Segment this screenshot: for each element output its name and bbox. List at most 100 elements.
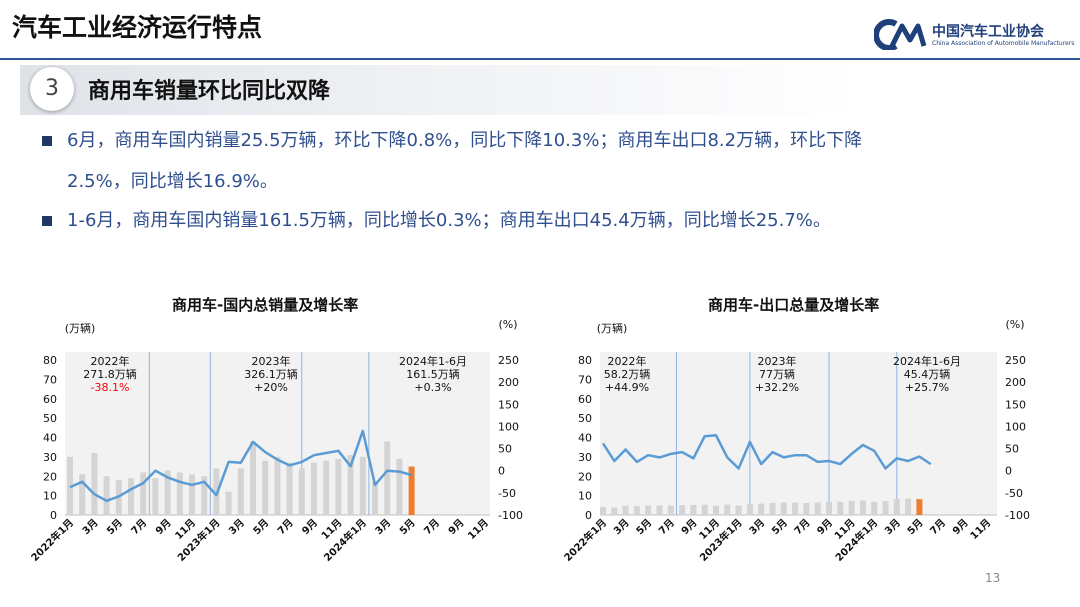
chart-1-x-tick: 7月 xyxy=(275,517,295,537)
chart-1-right-unit: (%) xyxy=(498,318,517,331)
chart-1-bar xyxy=(298,468,305,515)
chart-1-left-tick: 50 xyxy=(43,412,57,425)
caam-logo-icon xyxy=(874,19,927,50)
chart-2-bar xyxy=(837,501,844,515)
chart-1-left-unit: (万辆) xyxy=(65,321,96,335)
chart-2-left-tick: 30 xyxy=(578,451,592,464)
chart-2-bar xyxy=(859,500,866,515)
chart-2-right-tick: -100 xyxy=(1005,509,1030,522)
chart-2-x-tick: 2022年1月 xyxy=(561,516,609,564)
chart-2-bar xyxy=(893,499,900,515)
chart-1-left-tick: 20 xyxy=(43,470,57,483)
chart-1-right-tick: -50 xyxy=(498,487,516,500)
bullet-1-line-2: 2.5%，同比增长16.9%。 xyxy=(67,171,278,192)
caam-logo: 中国汽车工业协会 China Association of Automobile… xyxy=(874,18,1074,54)
chart-1-right-tick: 200 xyxy=(498,376,519,389)
chart-2-bar xyxy=(667,505,674,515)
chart-2-annotation-year: 2022年 xyxy=(608,354,647,368)
logo-name-en: China Association of Automobile Manufact… xyxy=(932,40,1075,47)
chart-1-right-tick: 250 xyxy=(498,354,519,367)
chart-2-bar xyxy=(769,502,776,515)
chart-2-annotation-growth: +44.9% xyxy=(605,381,649,394)
chart-2-bar xyxy=(814,502,821,515)
chart-1-left-tick: 10 xyxy=(43,490,57,503)
page-number: 13 xyxy=(985,571,1001,585)
chart-2-left-tick: 70 xyxy=(578,373,592,386)
chart-1-x-tick: 3月 xyxy=(80,517,100,537)
chart-1-left-tick: 80 xyxy=(43,354,57,367)
chart-2-right-unit: (%) xyxy=(1005,318,1024,331)
chart-1-bar xyxy=(286,462,293,515)
chart-1-annotation-growth: -38.1% xyxy=(91,381,130,394)
chart-2-bar xyxy=(916,499,923,515)
header-divider xyxy=(0,58,1080,60)
chart-2-x-tick: 3月 xyxy=(611,517,631,537)
section-banner xyxy=(20,65,1070,115)
chart-2-bar xyxy=(622,505,629,515)
chart-1-x-tick: 9月 xyxy=(300,517,320,537)
chart-2-annotation-growth: +32.2% xyxy=(755,381,799,394)
chart-2-bar xyxy=(690,504,697,515)
chart-2-x-tick: 3月 xyxy=(882,517,902,537)
chart-1-x-tick: 5月 xyxy=(397,517,417,537)
chart-2-x-tick: 7月 xyxy=(656,517,676,537)
chart-2-annotation-year: 2023年 xyxy=(758,354,797,368)
chart-1-bar xyxy=(250,441,256,515)
chart-1-right-tick: -100 xyxy=(498,509,523,522)
chart-2-left-tick: 50 xyxy=(578,412,592,425)
bullet-marker xyxy=(42,136,52,146)
chart-2-x-tick: 7月 xyxy=(928,517,948,537)
chart-1-bar xyxy=(274,456,281,515)
chart-2-bar xyxy=(746,504,753,515)
chart-1-bar xyxy=(335,458,342,515)
chart-1-bar xyxy=(359,456,366,515)
chart-2-annotation-total: 58.2万辆 xyxy=(604,367,651,381)
chart-1-annotation-growth: +0.3% xyxy=(414,381,451,394)
chart-2-bar xyxy=(792,502,799,515)
chart-2-bar xyxy=(871,501,878,515)
chart-2-bar xyxy=(905,498,912,515)
chart-2-bar xyxy=(713,505,719,515)
chart-1-bar xyxy=(103,476,110,515)
chart-1-bar xyxy=(347,454,354,515)
chart-2-left-tick: 60 xyxy=(578,393,592,406)
chart-2-plot-area xyxy=(600,352,997,515)
chart-1-x-tick: 11月 xyxy=(466,517,491,542)
chart-1-x-tick: 9月 xyxy=(446,517,466,537)
chart-1-title: 商用车-国内总销量及增长率 xyxy=(172,296,359,314)
chart-2-title: 商用车-出口总量及增长率 xyxy=(708,296,880,314)
chart-1-bar xyxy=(91,453,98,515)
chart-1-left-tick: 40 xyxy=(43,432,57,445)
chart-1-x-tick: 2022年1月 xyxy=(28,516,76,564)
chart-1-bar xyxy=(176,472,183,515)
chart-1-right-tick: 150 xyxy=(498,398,519,411)
chart-2-x-tick: 5月 xyxy=(769,517,789,537)
chart-2-annotation-total: 77万辆 xyxy=(759,367,795,381)
chart-1-left-tick: 70 xyxy=(43,373,57,386)
chart-1-right-tick: 0 xyxy=(498,465,505,478)
chart-2-bar xyxy=(848,500,855,515)
chart-1-bar xyxy=(79,474,86,515)
chart-1-x-tick: 7月 xyxy=(422,517,442,537)
chart-2-left-tick: 40 xyxy=(578,432,592,445)
page-title: 汽车工业经济运行特点 xyxy=(12,13,263,42)
chart-2-growth-line xyxy=(601,434,932,470)
chart-2-x-tick: 5月 xyxy=(905,517,925,537)
chart-1-bar xyxy=(164,470,171,515)
chart-1-bar xyxy=(323,460,330,515)
bullet-2-line-1: 1-6月，商用车国内销量161.5万辆，同比增长0.3%；商用车出口45.4万辆… xyxy=(67,210,831,231)
chart-2-x-tick: 11月 xyxy=(968,517,993,542)
chart-1-bar xyxy=(152,478,159,515)
chart-2-right-tick: 150 xyxy=(1005,398,1026,411)
chart-2-annotation-year: 2024年1-6月 xyxy=(893,354,961,368)
section-number: 3 xyxy=(30,67,74,111)
chart-1-bar xyxy=(311,462,317,515)
chart-1-annotation-total: 161.5万辆 xyxy=(406,367,460,381)
chart-2-left-tick: 20 xyxy=(578,470,592,483)
chart-1-left-tick: 30 xyxy=(43,451,57,464)
chart-1-annotation-year: 2022年 xyxy=(91,354,130,368)
chart-1-bar xyxy=(372,482,378,515)
chart-1-bar xyxy=(384,441,391,515)
chart-2-bar xyxy=(758,503,765,515)
chart-2-annotation-growth: +25.7% xyxy=(905,381,949,394)
